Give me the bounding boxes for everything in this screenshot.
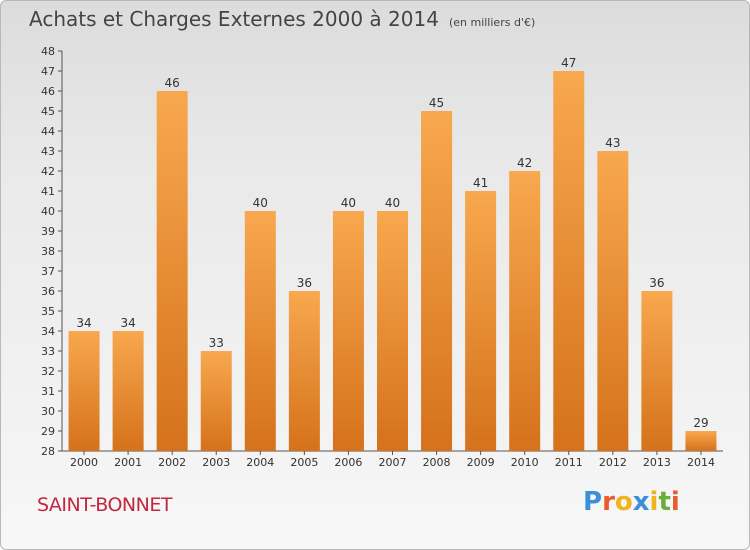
x-tick-label: 2001 — [114, 456, 142, 469]
data-label: 40 — [341, 196, 356, 210]
y-tick-label: 30 — [41, 405, 55, 418]
data-label: 45 — [429, 96, 444, 110]
bar — [244, 211, 276, 451]
data-label: 36 — [649, 276, 664, 290]
y-tick-label: 32 — [41, 365, 55, 378]
y-tick-label: 35 — [41, 305, 55, 318]
x-tick-label: 2008 — [423, 456, 451, 469]
x-tick-label: 2014 — [687, 456, 715, 469]
bar — [685, 431, 717, 451]
y-tick-label: 46 — [41, 85, 55, 98]
x-tick-label: 2006 — [334, 456, 362, 469]
y-tick-label: 36 — [41, 285, 55, 298]
x-tick-label: 2007 — [379, 456, 407, 469]
bar — [597, 151, 629, 451]
y-tick-label: 28 — [41, 445, 55, 458]
y-tick-label: 40 — [41, 205, 55, 218]
data-label: 40 — [385, 196, 400, 210]
logo-letter: i — [649, 487, 659, 517]
x-tick-label: 2012 — [599, 456, 627, 469]
y-tick-label: 45 — [41, 105, 55, 118]
bar — [509, 171, 541, 451]
proxiti-logo: Proxiti — [583, 487, 680, 517]
bar — [553, 71, 585, 451]
bar — [68, 331, 100, 451]
bar — [421, 111, 453, 451]
y-tick-label: 48 — [41, 45, 55, 58]
logo-letter: i — [670, 487, 680, 517]
y-tick-label: 43 — [41, 145, 55, 158]
x-tick-label: 2013 — [643, 456, 671, 469]
y-tick-label: 42 — [41, 165, 55, 178]
logo-letter: o — [614, 487, 633, 517]
y-tick-label: 41 — [41, 185, 55, 198]
bar — [288, 291, 320, 451]
bar — [156, 91, 188, 451]
data-label: 34 — [76, 316, 91, 330]
y-tick-label: 39 — [41, 225, 55, 238]
bar — [377, 211, 408, 451]
x-tick-label: 2002 — [158, 456, 186, 469]
commune-name: SAINT-BONNET — [37, 494, 172, 516]
y-tick-label: 47 — [41, 65, 55, 78]
data-label: 36 — [297, 276, 312, 290]
x-tick-label: 2010 — [511, 456, 539, 469]
bar — [641, 291, 673, 451]
y-tick-label: 31 — [41, 385, 55, 398]
bar — [200, 351, 232, 451]
y-tick-label: 37 — [41, 265, 55, 278]
x-tick-label: 2003 — [202, 456, 230, 469]
bar — [332, 211, 364, 451]
data-label: 34 — [120, 316, 135, 330]
bar — [465, 191, 497, 451]
data-label: 33 — [209, 336, 224, 350]
data-label: 40 — [253, 196, 268, 210]
x-tick-label: 2004 — [246, 456, 274, 469]
chart-title: Achats et Charges Externes 2000 à 2014 (e… — [29, 7, 535, 31]
x-tick-label: 2009 — [467, 456, 495, 469]
logo-letter: r — [602, 487, 615, 517]
y-tick-label: 38 — [41, 245, 55, 258]
data-label: 43 — [605, 136, 620, 150]
logo-letter: P — [583, 487, 603, 517]
data-label: 42 — [517, 156, 532, 170]
data-label: 46 — [165, 76, 180, 90]
data-label: 47 — [561, 56, 576, 70]
x-tick-label: 2005 — [290, 456, 318, 469]
title-text: Achats et Charges Externes 2000 à 2014 — [29, 7, 439, 31]
y-tick-label: 33 — [41, 345, 55, 358]
logo-letter: t — [658, 487, 671, 517]
logo-letter: x — [632, 487, 650, 517]
x-tick-label: 2011 — [555, 456, 583, 469]
y-tick-label: 29 — [41, 425, 55, 438]
title-unit: (en milliers d'€) — [448, 16, 536, 29]
bar — [112, 331, 144, 451]
data-label: 41 — [473, 176, 488, 190]
y-tick-label: 34 — [41, 325, 55, 338]
y-tick-label: 44 — [41, 125, 55, 138]
data-label: 29 — [693, 416, 708, 430]
x-tick-label: 2000 — [70, 456, 98, 469]
